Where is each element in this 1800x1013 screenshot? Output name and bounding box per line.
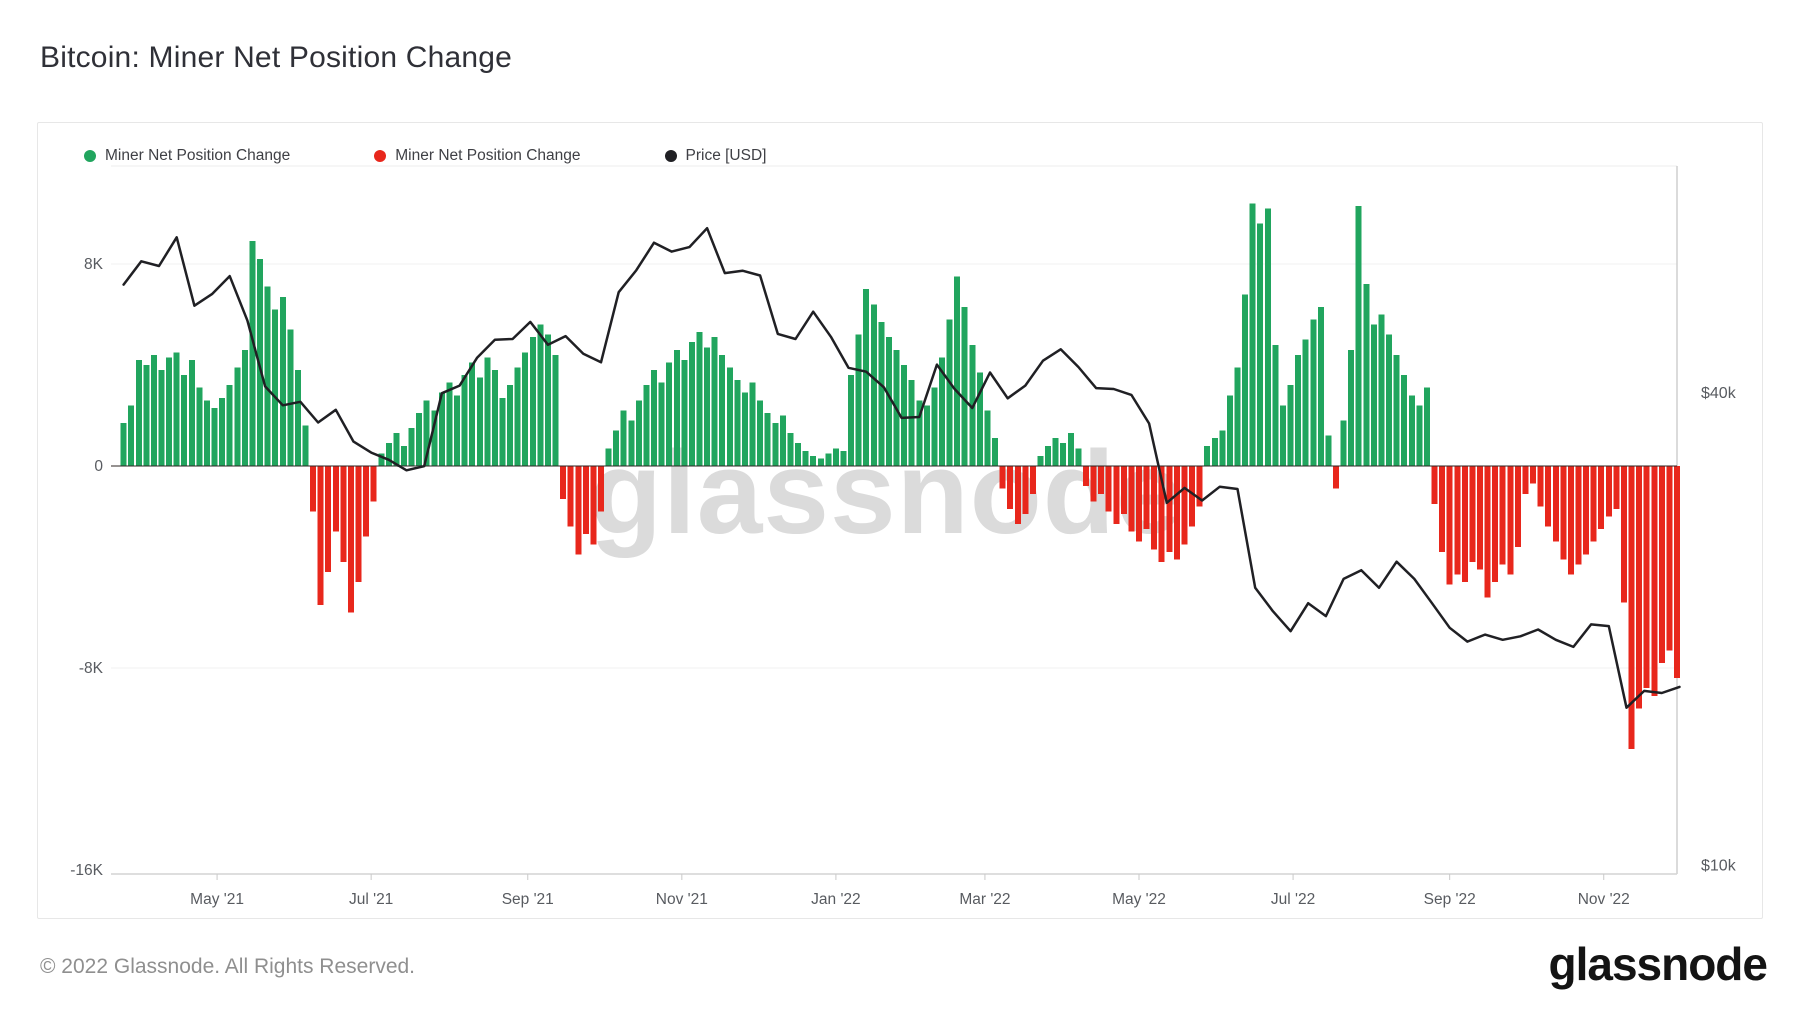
x-axis-tick-label: Sep '21 (502, 891, 554, 908)
green-dot-icon (84, 150, 96, 162)
y-axis-left-tick-label: -16K (70, 862, 103, 879)
y-axis-left-tick-label: -8K (79, 660, 104, 677)
y-axis-left-labels: 8K 0 -8K -16K (70, 256, 103, 879)
y-axis-right-tick-label: $40k (1701, 385, 1737, 402)
page-title: Bitcoin: Miner Net Position Change (40, 41, 513, 74)
miner-net-position-bars (120, 203, 1680, 749)
legend-label: Miner Net Position Change (395, 147, 581, 164)
legend-item-miner-npc-positive[interactable]: Miner Net Position Change (84, 147, 290, 165)
x-axis-tick-label: Nov '21 (656, 891, 708, 908)
x-axis-labels: May '21 Jul '21 Sep '21 Nov '21 Jan '22 Mar '… (190, 874, 1630, 908)
red-dot-icon (374, 150, 387, 162)
glassnode-watermark: glassnode (589, 426, 1183, 559)
x-axis-tick-label: Nov '22 (1578, 891, 1630, 908)
x-axis-tick-label: Jan '22 (811, 891, 861, 908)
x-axis-tick-label: Jul '22 (1271, 891, 1315, 908)
x-axis-tick-label: Sep '22 (1424, 891, 1476, 908)
y-axis-right-tick-label: $10k (1701, 858, 1737, 875)
legend-item-price-usd[interactable]: Price [USD] (664, 147, 767, 165)
y-axis-right-labels: $40k $10k (1701, 385, 1737, 875)
legend-item-miner-npc-negative[interactable]: Miner Net Position Change (374, 147, 581, 165)
y-axis-left-tick-label: 8K (84, 256, 104, 273)
x-axis-tick-label: Mar '22 (959, 891, 1010, 908)
x-axis-tick-label: May '21 (190, 891, 244, 908)
legend-label: Miner Net Position Change (105, 147, 291, 164)
y-axis-left-tick-label: 0 (94, 458, 103, 475)
chart-panel: Miner Net Position Change Miner Net Posi… (37, 122, 1763, 919)
x-axis-tick-label: Jul '21 (349, 891, 393, 908)
legend-label: Price [USD] (685, 147, 767, 164)
x-axis-tick-label: May '22 (1112, 891, 1166, 908)
glassnode-logo: glassnode (1548, 938, 1768, 990)
footer-copyright: © 2022 Glassnode. All Rights Reserved. (40, 955, 416, 978)
chart-plot-area[interactable]: 8K 0 -8K -16K $40k $10k May '21 Jul '21 Sep '21 N… (38, 123, 1762, 918)
price-usd-line (122, 226, 1681, 709)
chart-legend: Miner Net Position Change Miner Net Posi… (84, 147, 766, 165)
black-dot-icon (664, 150, 677, 162)
